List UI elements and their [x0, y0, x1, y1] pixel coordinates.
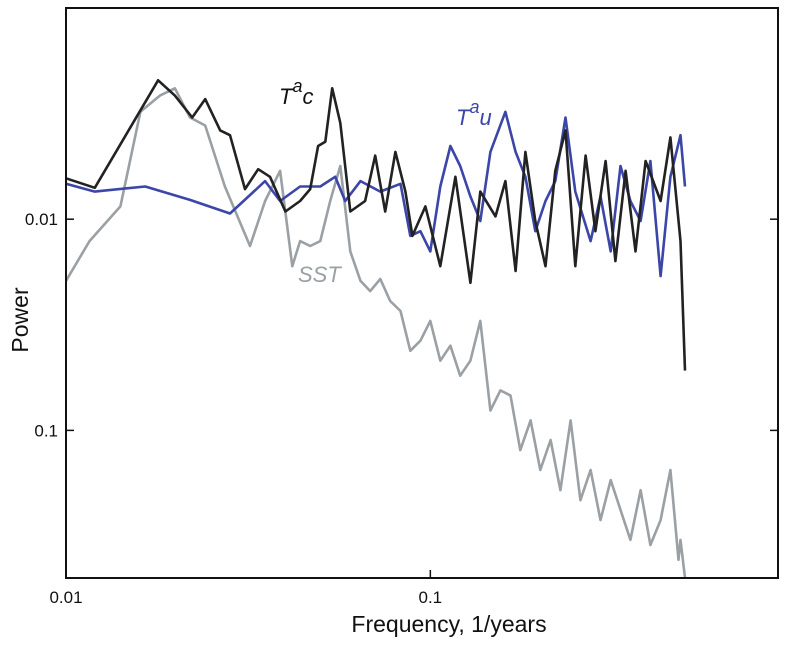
y-tick-label: 0.01 [25, 210, 58, 229]
series-label-base: T [456, 105, 471, 130]
series-label-sup: a [469, 97, 479, 117]
series-label-sub: u [479, 105, 491, 130]
x-axis-label: Frequency, 1/years [351, 611, 546, 637]
series-label-sup: a [292, 76, 302, 96]
series-label-sub: c [302, 84, 313, 109]
series-line [65, 110, 687, 278]
series-label-base: T [279, 84, 294, 109]
plot-frame [65, 7, 779, 579]
y-tick-label: 0.1 [34, 421, 58, 440]
series-label: SST [298, 262, 342, 287]
x-tick-label: 0.1 [419, 588, 443, 607]
series-label: Tau [456, 97, 492, 130]
series-label: Tac [279, 76, 313, 109]
series-line [65, 79, 687, 371]
x-tick-label: 0.01 [49, 588, 82, 607]
series-label-base: SST [298, 262, 342, 287]
y-axis-label: Power [7, 287, 33, 353]
series-line [64, 87, 687, 579]
